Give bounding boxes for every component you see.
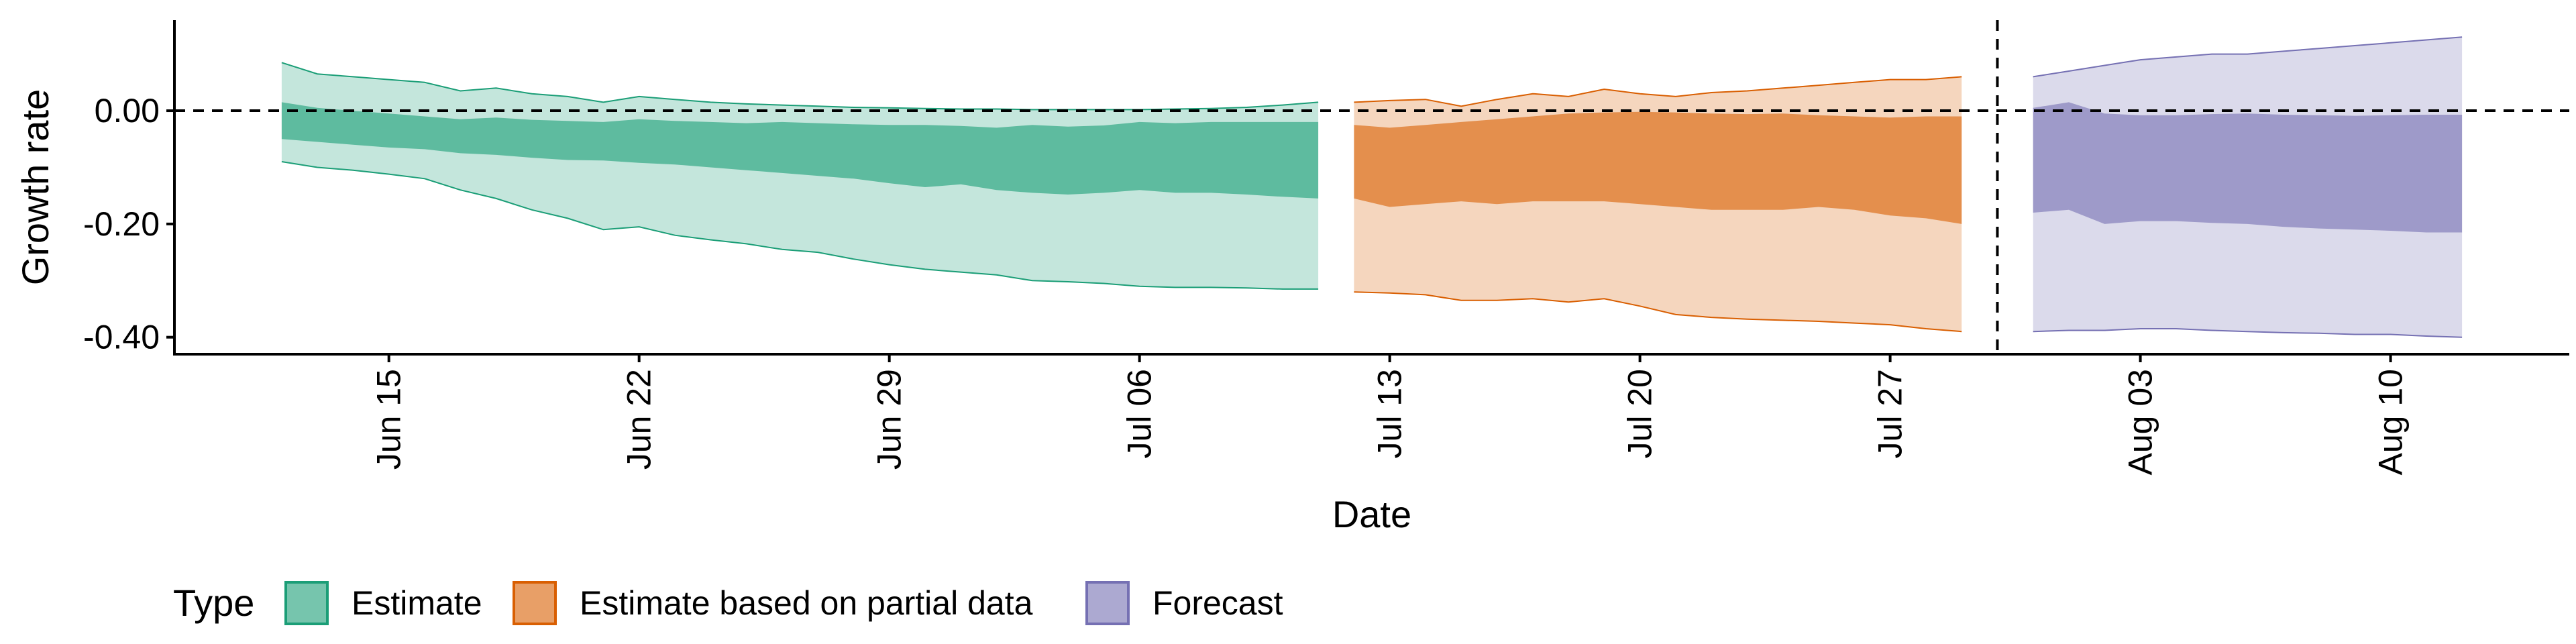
- forecast-outer-upper-line: [2033, 36, 2463, 78]
- x-tick-label: Jul 20: [1621, 369, 1659, 458]
- legend-label-estimate: Estimate: [352, 584, 482, 622]
- x-tick-label: Jun 15: [370, 369, 408, 470]
- estimate-outer-lower-line: [281, 161, 1319, 290]
- legend: Type Estimate Estimate based on partial …: [173, 581, 1283, 625]
- x-tick-label: Aug 10: [2372, 369, 2410, 475]
- legend-title: Type: [173, 582, 254, 624]
- ticks: 0.00 -0.20 -0.40 Jun 15 Jun 22 Jun 29 Jul 06 Ju…: [83, 92, 2410, 475]
- x-tick-label: Jul 13: [1371, 369, 1409, 458]
- reference-lines: [174, 20, 2569, 354]
- axes: [173, 20, 2569, 356]
- forecast-inner-band: [2033, 102, 2463, 233]
- y-tick-label: -0.20: [83, 205, 160, 243]
- y-tick-label: -0.40: [83, 319, 160, 356]
- estimate-based-on-partial-data-inner-band: [1354, 111, 1962, 224]
- estimate-based-on-partial-data-outer-lower-line: [1354, 291, 1962, 333]
- y-axis-title: Growth rate: [14, 89, 56, 286]
- y-tick-label: 0.00: [95, 92, 160, 129]
- forecast-outer-lower-line: [2033, 328, 2463, 338]
- estimate-based-on-partial-data-outer-upper-line: [1354, 76, 1962, 107]
- legend-key-partial: [513, 581, 557, 625]
- x-tick-label: Aug 03: [2122, 369, 2159, 475]
- x-axis-title: Date: [1332, 493, 1411, 535]
- bands-layer: [281, 36, 2463, 338]
- x-tick-label: Jun 22: [621, 369, 658, 470]
- legend-key-forecast: [1085, 581, 1130, 625]
- legend-label-partial: Estimate based on partial data: [580, 584, 1033, 622]
- legend-key-estimate: [284, 581, 329, 625]
- x-tick-label: Jul 27: [1872, 369, 1909, 458]
- x-tick-label: Jul 06: [1121, 369, 1159, 458]
- legend-label-forecast: Forecast: [1152, 584, 1283, 622]
- estimate-outer-band: [281, 62, 1319, 289]
- x-tick-label: Jun 29: [871, 369, 908, 470]
- estimate-inner-band: [281, 102, 1319, 199]
- estimate-outer-upper-line: [281, 62, 1319, 111]
